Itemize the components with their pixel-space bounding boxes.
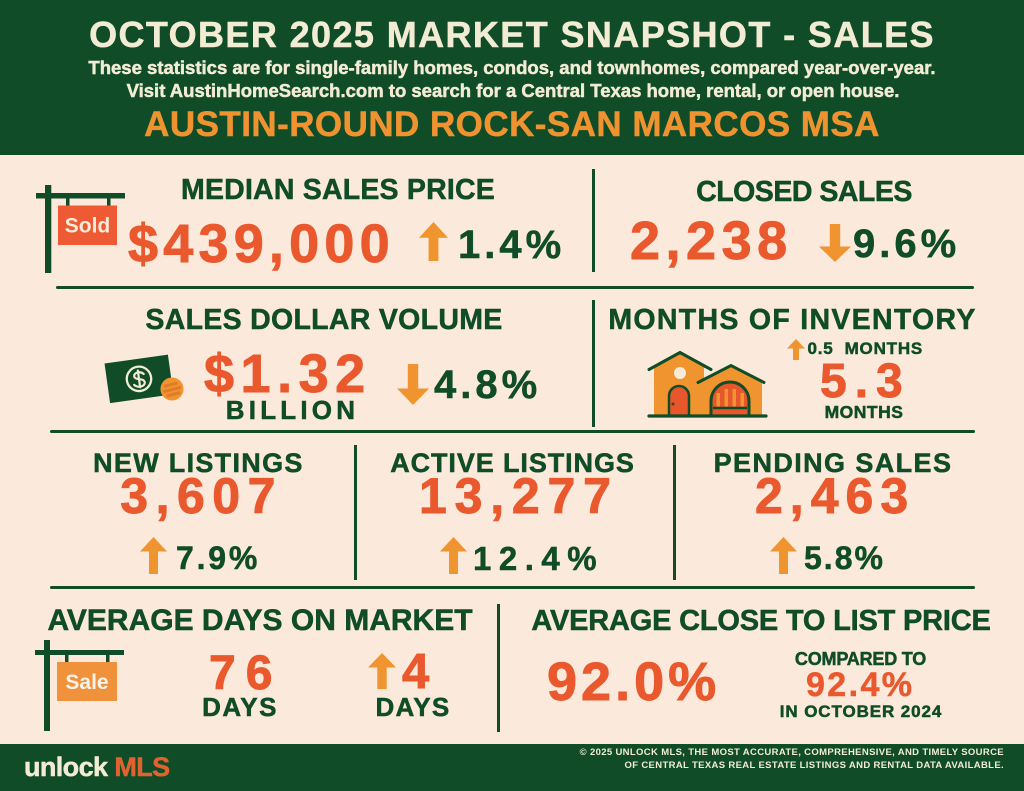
svg-text:Sold: Sold	[65, 215, 111, 238]
svg-text:Sale: Sale	[65, 671, 108, 694]
